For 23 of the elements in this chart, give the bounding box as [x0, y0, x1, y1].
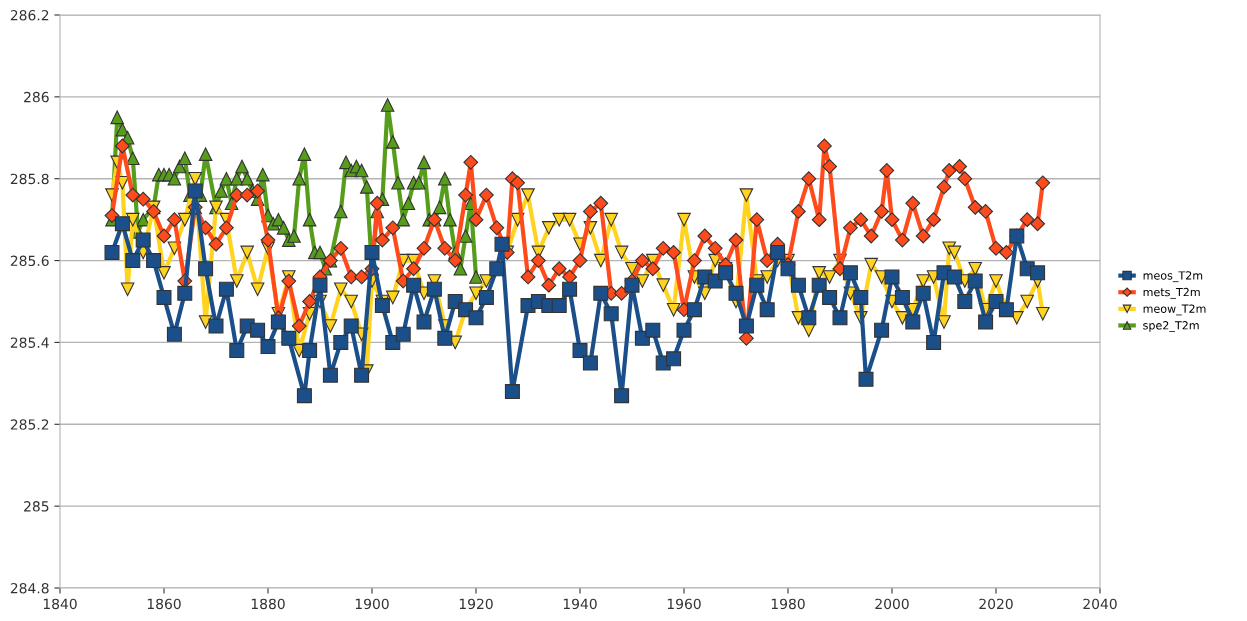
x-tick-label: 2000 [875, 598, 909, 610]
x-tick-label: 1860 [147, 598, 181, 610]
x-tick-label: 1880 [251, 598, 285, 610]
legend-label: spe2_T2m [1143, 321, 1199, 332]
x-tick-label: 1840 [43, 598, 77, 610]
y-tick-label: 285.6 [10, 255, 49, 267]
y-tick-label: 285.4 [10, 337, 49, 348]
x-tick-label: 1940 [563, 598, 597, 610]
legend-label: meow_T2m [1143, 304, 1206, 316]
y-tick-label: 286.2 [10, 9, 49, 21]
x-tick-label: 2040 [1083, 598, 1117, 610]
y-tick-label: 285 [24, 501, 49, 512]
y-tick-label: 285.8 [10, 173, 49, 185]
x-tick-label: 1920 [459, 598, 493, 610]
legend-label: meos_T2m [1143, 271, 1203, 283]
y-tick-label: 285.2 [10, 419, 49, 430]
y-tick-label: 286 [24, 91, 49, 103]
x-tick-label: 1960 [667, 598, 701, 610]
x-tick-label: 2020 [979, 598, 1013, 610]
legend-label: mets_T2m [1143, 287, 1200, 299]
x-tick-label: 1980 [771, 598, 805, 610]
y-tick-label: 284.8 [10, 582, 49, 594]
x-tick-label: 1900 [355, 598, 389, 610]
